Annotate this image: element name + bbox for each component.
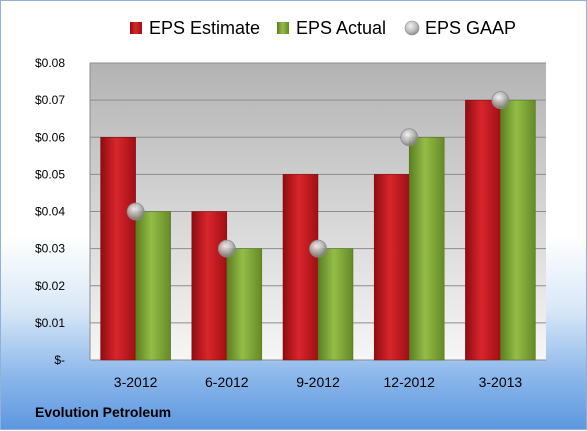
legend-eps-gaap: EPS GAAP: [404, 18, 516, 38]
legend: EPS Estimate EPS Actual EPS GAAP: [130, 18, 516, 38]
x-tick-label: 9-2012: [296, 374, 340, 390]
eps-actual-bar: [408, 137, 445, 361]
y-tick-label: $0.06: [35, 130, 65, 144]
eps-actual-bar: [317, 248, 354, 361]
x-tick-label: 6-2012: [205, 374, 249, 390]
y-tick-label: $0.07: [35, 93, 65, 107]
eps-actual-bar: [135, 211, 171, 361]
eps-gaap-point: [126, 202, 145, 221]
eps-estimate-bar: [191, 211, 228, 361]
eps-estimate-bar: [282, 174, 319, 361]
y-axis: $- $0.01 $0.02 $0.03 $0.04 $0.05 $0.06 $0.07 $0.…: [35, 56, 65, 367]
y-tick-label: $0.05: [35, 167, 65, 181]
legend-marker: [404, 20, 420, 36]
y-tick-label: $0.01: [35, 316, 65, 330]
x-tick-label: 3-2012: [114, 374, 158, 390]
legend-label: EPS Actual: [296, 18, 386, 38]
legend-label: EPS GAAP: [425, 18, 516, 38]
y-tick-label: $0.03: [35, 242, 65, 256]
legend-label: EPS Estimate: [149, 18, 260, 38]
y-tick-label: $0.02: [35, 279, 65, 293]
eps-actual-bar: [226, 248, 263, 361]
eps-estimate-bar: [100, 137, 136, 361]
eps-estimate-bar: [373, 174, 410, 361]
gaap-points: [126, 91, 510, 258]
x-tick-label: 3-2013: [479, 374, 523, 390]
eps-gaap-point: [491, 91, 510, 110]
legend-eps-actual: EPS Actual: [277, 18, 386, 38]
eps-estimate-bar: [465, 99, 501, 361]
x-axis: 3-2012 6-2012 9-2012 12-2012 3-2013: [114, 374, 523, 390]
eps-actual-bar: [500, 99, 536, 361]
eps-gaap-point: [217, 239, 236, 258]
company-name: Evolution Petroleum: [35, 404, 171, 420]
legend-eps-estimate: EPS Estimate: [130, 18, 260, 38]
y-tick-label: $0.04: [35, 205, 65, 219]
legend-swatch: [130, 22, 142, 34]
y-tick-label: $0.08: [35, 56, 65, 70]
bars: [100, 99, 536, 361]
x-tick-label: 12-2012: [384, 374, 436, 390]
legend-swatch: [277, 22, 289, 34]
eps-gaap-point: [400, 128, 419, 147]
y-tick-label: $-: [54, 353, 65, 367]
eps-gaap-point: [309, 239, 327, 258]
